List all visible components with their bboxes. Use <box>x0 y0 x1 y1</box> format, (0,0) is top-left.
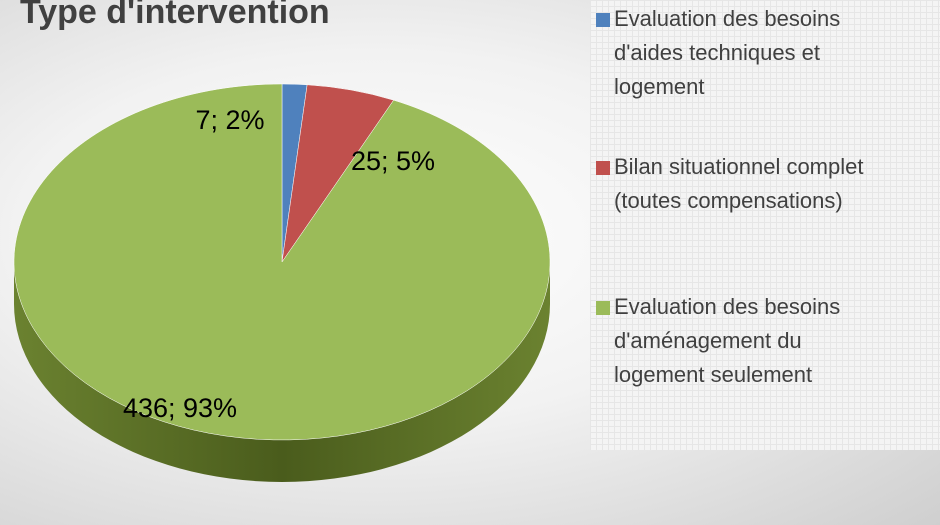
legend-label: Evaluation des besoins d'aménagement du … <box>614 294 841 387</box>
data-label: 25; 5% <box>351 146 435 176</box>
chart-title: Type d'intervention <box>20 0 330 31</box>
data-label: 7; 2% <box>195 105 264 135</box>
slice-side <box>14 262 550 482</box>
legend-panel <box>590 0 940 450</box>
legend-label: Evaluation des besoins d'aides technique… <box>614 6 841 99</box>
legend-swatch <box>596 301 610 315</box>
legend-label: Bilan situationnel complet (toutes compe… <box>614 154 864 213</box>
legend-swatch <box>596 161 610 175</box>
slice <box>13 83 551 441</box>
data-label: 436; 93% <box>123 393 237 423</box>
legend-swatch <box>596 13 610 27</box>
